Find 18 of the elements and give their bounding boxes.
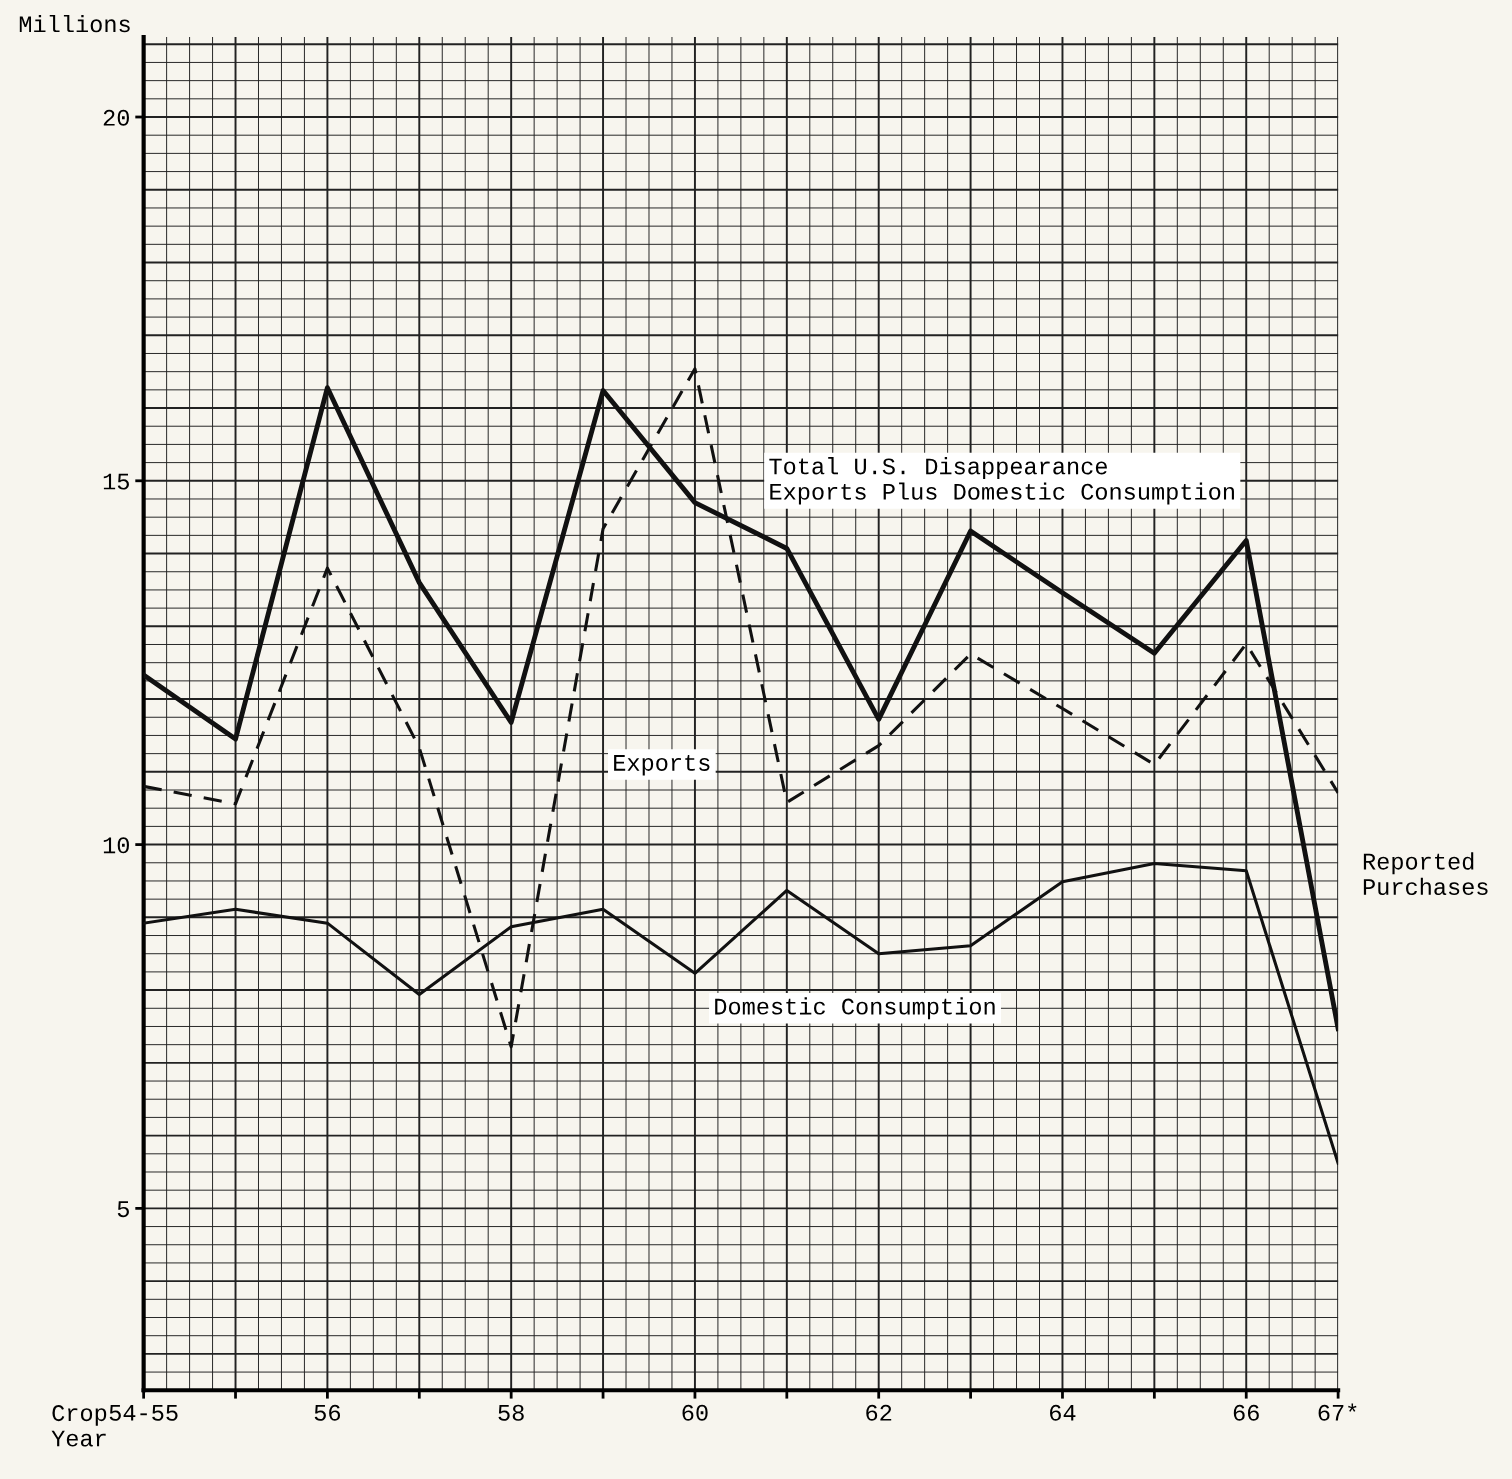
x-tick-label: 56 — [314, 1404, 341, 1421]
y-axis-title: Millions — [19, 14, 130, 33]
text: Reported Purchases — [1363, 852, 1488, 896]
x-tick-label: 62 — [866, 1404, 892, 1421]
x-tick-label: 67* — [1318, 1403, 1357, 1421]
x-axis-title: Crop Year — [51, 1405, 107, 1447]
x-tick-label: 58 — [498, 1404, 524, 1421]
y-tick-label: 20 — [103, 109, 129, 126]
y-tick-label: 15 — [103, 473, 129, 490]
series-label: Domestic Consumption — [715, 997, 995, 1020]
x-tick-label: 66 — [1233, 1404, 1259, 1421]
x-tick-label: 64 — [1050, 1404, 1076, 1421]
x-tick-label: 60 — [682, 1404, 708, 1421]
y-tick-label: 10 — [103, 837, 129, 854]
text: Exports — [614, 754, 710, 776]
series-label: Total U.S. Disappearance Exports Plus Domestic Consumption — [769, 457, 1234, 505]
x-tick-label: 54-55 — [109, 1405, 178, 1421]
y-tick-label: 5 — [117, 1201, 129, 1218]
